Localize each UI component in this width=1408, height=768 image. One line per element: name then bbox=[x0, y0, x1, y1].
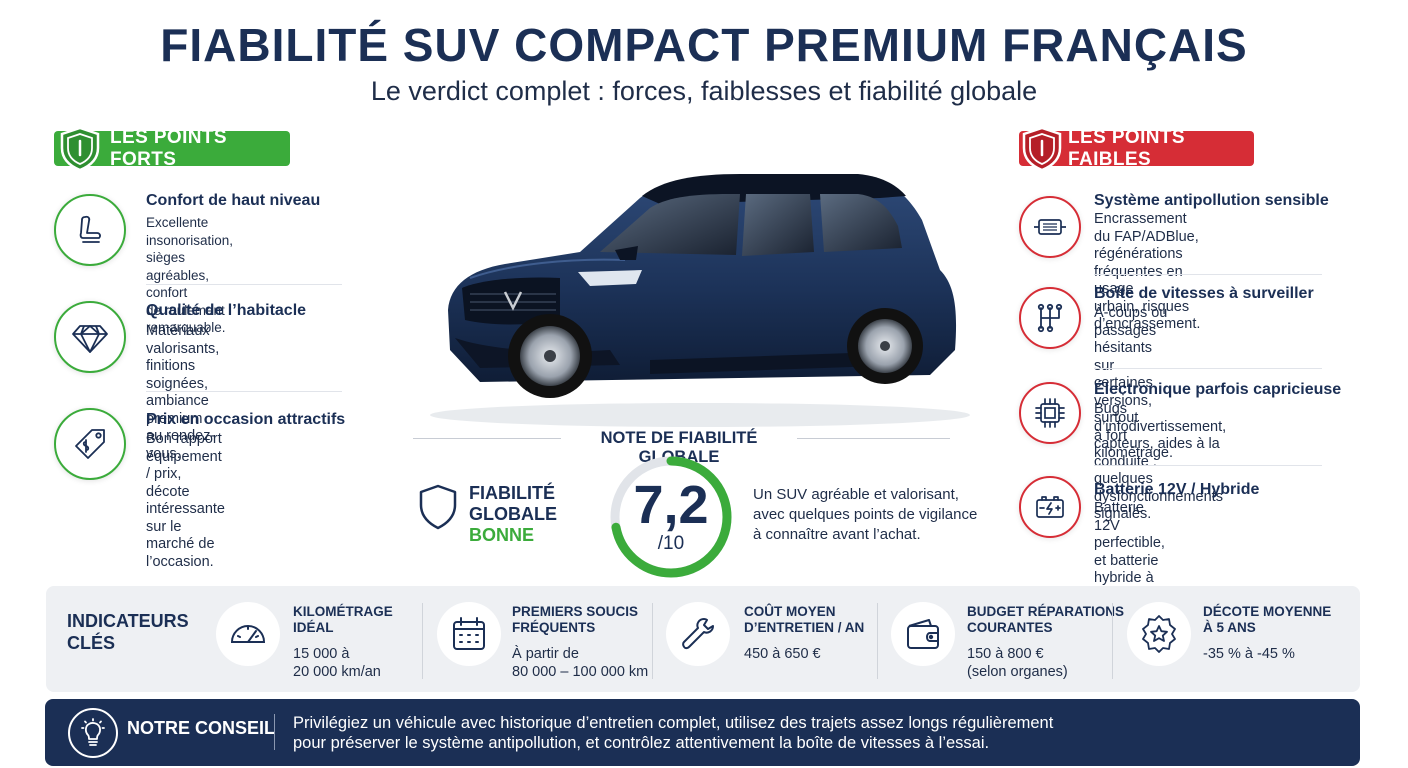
divider bbox=[146, 284, 342, 285]
weakness-title: Électronique parfois capricieuse bbox=[1094, 381, 1342, 398]
shield-alert-icon bbox=[1022, 126, 1062, 172]
weakness-desc: Encrassement du FAP/ADBlue, régénération… bbox=[1094, 211, 1201, 332]
divider bbox=[652, 603, 653, 679]
strength-title: Qualité de l’habitacle bbox=[146, 302, 307, 319]
kpi-value: À partir de 80 000 – 100 000 km bbox=[512, 646, 649, 680]
kpi-title: COÛT MOYEN D’ENTRETIEN / AN bbox=[744, 604, 865, 635]
divider bbox=[877, 603, 878, 679]
weakness-title: Boîte de vitesses à surveiller bbox=[1094, 285, 1314, 302]
chip-icon bbox=[1019, 382, 1081, 444]
strength-title: Prix en occasion attractifs bbox=[146, 411, 346, 428]
divider bbox=[1112, 603, 1113, 679]
score-denominator: /10 bbox=[657, 533, 685, 554]
advice-text: Privilégiez un véhicule avec historique … bbox=[293, 714, 1054, 752]
divider bbox=[146, 391, 342, 392]
kpi-title: KILOMÉTRAGE IDÉAL bbox=[293, 604, 393, 635]
price-tag-icon bbox=[54, 408, 126, 480]
shield-check-icon bbox=[60, 126, 100, 172]
wrench-icon bbox=[666, 602, 730, 666]
strengths-header: LES POINTS FORTS bbox=[54, 127, 290, 172]
kpi-value: -35 % à -45 % bbox=[1203, 646, 1295, 662]
reliability-status-line2: GLOBALE bbox=[469, 504, 557, 524]
key-indicators-heading: INDICATEURS CLÉS bbox=[67, 611, 189, 653]
score-gauge-fill bbox=[610, 456, 732, 578]
rating-divider-left bbox=[413, 438, 561, 439]
strength-desc: Excellente insonorisation, sièges agréab… bbox=[146, 215, 234, 335]
advice-label: NOTRE CONSEIL bbox=[127, 718, 276, 738]
strength-title: Confort de haut niveau bbox=[146, 192, 321, 209]
divider bbox=[274, 714, 275, 750]
shield-icon bbox=[419, 484, 457, 530]
kpi-title: BUDGET RÉPARATIONS COURANTES bbox=[967, 604, 1125, 635]
star-badge-icon bbox=[1127, 602, 1191, 666]
kpi-value: 15 000 à 20 000 km/an bbox=[293, 646, 381, 680]
kpi-title: PREMIERS SOUCIS FRÉQUENTS bbox=[512, 604, 639, 635]
exhaust-filter-icon bbox=[1019, 196, 1081, 258]
verdict-text: Un SUV agréable et valorisant, avec quel… bbox=[753, 486, 978, 543]
divider bbox=[1094, 368, 1322, 369]
weaknesses-header: LES POINTS FAIBLES bbox=[1019, 127, 1254, 172]
page-title: FIABILITÉ SUV COMPACT PREMIUM FRANÇAIS bbox=[160, 19, 1248, 71]
strength-desc: Bon rapport équipement / prix, décote in… bbox=[146, 431, 225, 570]
calendar-icon bbox=[437, 602, 501, 666]
speedometer-icon bbox=[216, 602, 280, 666]
divider bbox=[1094, 274, 1322, 275]
divider bbox=[1094, 465, 1322, 466]
gearbox-icon bbox=[1019, 287, 1081, 349]
weakness-title: Batterie 12V / Hybride bbox=[1094, 481, 1260, 498]
advice-panel bbox=[45, 699, 1360, 766]
battery-icon bbox=[1019, 476, 1081, 538]
score-gauge bbox=[610, 456, 732, 578]
reliability-status-line1: FIABILITÉ bbox=[469, 483, 555, 503]
wallet-icon bbox=[891, 602, 955, 666]
kpi-title: DÉCOTE MOYENNE À 5 ANS bbox=[1203, 604, 1332, 635]
score-value: 7,2 bbox=[633, 475, 709, 535]
divider bbox=[422, 603, 423, 679]
diamond-icon bbox=[54, 301, 126, 373]
seat-icon bbox=[54, 194, 126, 266]
lightbulb-icon bbox=[68, 708, 118, 758]
reliability-status-value: BONNE bbox=[469, 525, 535, 545]
strengths-label: LES POINTS FORTS bbox=[110, 126, 227, 170]
rating-divider-right bbox=[797, 438, 950, 439]
weakness-desc: À-coups ou passages hésitants sur certai… bbox=[1094, 305, 1173, 461]
kpi-value: 450 à 650 € bbox=[744, 646, 821, 662]
strength-desc: Matériaux valorisants, finitions soignée… bbox=[146, 323, 220, 462]
page-subtitle: Le verdict complet : forces, faiblesses … bbox=[370, 76, 1038, 106]
reliability-status: FIABILITÉ GLOBALE BONNE bbox=[469, 483, 557, 546]
weaknesses-label: LES POINTS FAIBLES bbox=[1068, 126, 1185, 170]
weakness-title: Système antipollution sensible bbox=[1094, 192, 1329, 209]
suv-car-image bbox=[430, 174, 970, 427]
kpi-value: 150 à 800 € (selon organes) bbox=[967, 646, 1068, 680]
